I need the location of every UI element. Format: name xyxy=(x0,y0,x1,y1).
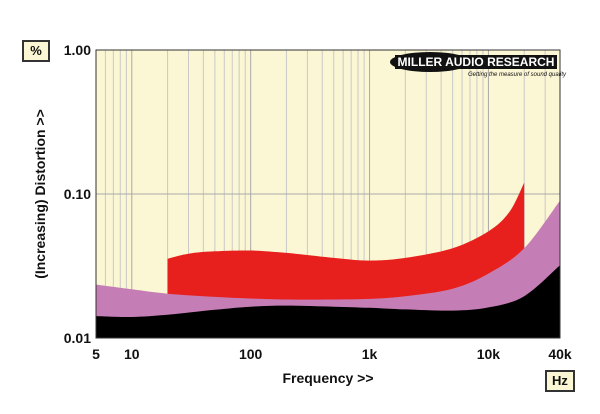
x-tick-label: 10 xyxy=(124,346,140,362)
y-tick-label: 0.01 xyxy=(64,330,91,346)
x-tick-label: 1k xyxy=(362,346,378,362)
logo-text: MILLER AUDIO RESEARCH xyxy=(398,55,555,69)
y-tick-label: 0.10 xyxy=(64,186,91,202)
x-axis-title: Frequency >> xyxy=(282,370,373,386)
x-tick-label: 10k xyxy=(477,346,501,362)
x-tick-label: 100 xyxy=(239,346,263,362)
y-unit-label: % xyxy=(22,40,50,62)
x-unit-label: Hz xyxy=(545,370,575,392)
series-area-3 xyxy=(96,265,560,338)
x-tick-labels: 5 10 100 1k 10k 40k xyxy=(92,346,572,362)
x-tick-label: 40k xyxy=(548,346,572,362)
series-area-2 xyxy=(96,200,560,338)
y-axis-title: (Increasing) Distortion >> xyxy=(32,109,48,279)
logo: MILLER AUDIO RESEARCH Getting the measur… xyxy=(390,52,567,78)
y-tick-label: 1.00 xyxy=(64,42,91,58)
logo-tagline: Getting the measure of sound quality xyxy=(468,72,567,78)
plot-border xyxy=(95,49,561,339)
x-tick-label: 5 xyxy=(92,346,100,362)
y-tick-labels: 1.00 0.10 0.01 xyxy=(64,42,91,346)
series-layer xyxy=(96,182,560,338)
